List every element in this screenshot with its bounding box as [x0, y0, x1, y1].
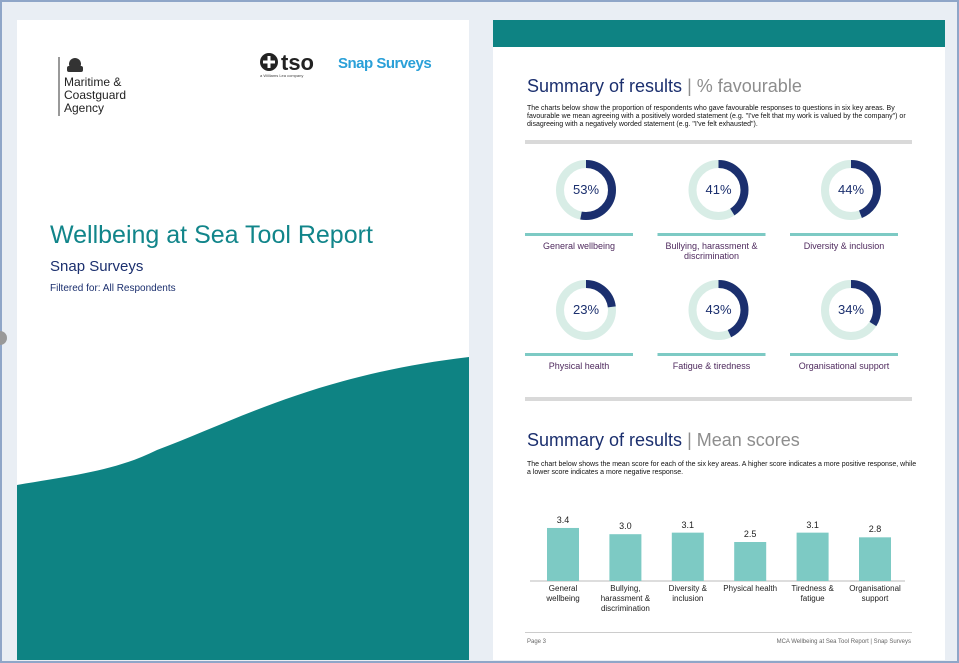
donut-arc	[821, 280, 881, 340]
bar-value: 3.4	[556, 514, 570, 525]
tso-logo: tso	[281, 50, 314, 75]
bar	[859, 537, 891, 581]
footer-rule	[525, 632, 912, 633]
bar	[609, 534, 642, 581]
section-heading: Summary of results | Mean scores	[527, 430, 800, 451]
bar-value: 3.0	[619, 521, 632, 532]
heading-separator: |	[687, 76, 692, 96]
snap-logo: Snap Surveys	[338, 55, 432, 72]
heading-text: Summary of results	[527, 430, 683, 450]
bar-value: 3.1	[806, 519, 819, 530]
bar	[671, 532, 704, 581]
section-text: The charts below show the proportion of …	[527, 105, 906, 128]
bar-value: 2.5	[743, 529, 757, 539]
bar-label: General wellbeing	[546, 584, 580, 603]
bar	[796, 532, 829, 581]
donut-arc	[556, 160, 616, 220]
donut-value: 41%	[705, 182, 732, 197]
footer-right: MCA Wellbeing at Sea Tool Report | Snap …	[776, 639, 911, 645]
heading-text: Summary of results	[527, 76, 683, 96]
footer-left: Page 3	[527, 639, 547, 645]
donut-underline	[525, 353, 633, 356]
cover-graphics	[17, 53, 469, 660]
donut-arc	[688, 280, 749, 340]
bar-label: Organisational support	[849, 584, 901, 603]
donut-value: 34%	[837, 302, 865, 317]
bar	[734, 542, 767, 581]
heading-sub: Mean scores	[696, 430, 800, 450]
donut-underline	[657, 233, 766, 236]
bar-value: 2.8	[868, 524, 882, 535]
section-heading: Summary of results | % favourable	[527, 76, 802, 97]
charts	[525, 160, 905, 582]
bar-label: Bullying, harassment & discrimination	[600, 584, 651, 613]
donut-label: Diversity & inclusion	[803, 241, 885, 251]
divider	[525, 397, 912, 401]
edge-tab	[0, 331, 7, 345]
donut-label: General wellbeing	[542, 241, 616, 251]
donut-value: 43%	[705, 302, 732, 317]
donut-value: 44%	[837, 182, 865, 197]
bar	[547, 527, 579, 581]
donut-underline	[790, 353, 898, 356]
bar-value: 3.1	[681, 519, 695, 530]
filter-note: Filtered for: All Respondents	[50, 283, 176, 294]
bar-label: Diversity & inclusion	[668, 584, 707, 603]
donut-underline	[525, 233, 633, 236]
donut-underline	[790, 233, 898, 236]
donut-arc	[688, 160, 749, 220]
donut-label: Bullying, harassment & discrimination	[665, 241, 758, 261]
divider	[525, 140, 912, 144]
heading-separator: |	[687, 430, 692, 450]
cover-page: Maritime & Coastguard Agency tso a Willi…	[17, 20, 469, 660]
bar-label: Physical health	[723, 584, 778, 593]
report-page: Summary of results | % favourable The ch…	[493, 20, 945, 660]
donut-label: Fatigue & tiredness	[672, 361, 751, 371]
header-band	[493, 20, 945, 47]
donut-arc	[821, 160, 881, 220]
tso-tagline: a Williams Lea company	[260, 73, 304, 78]
donut-label: Physical health	[548, 361, 610, 371]
donut-label: Organisational support	[798, 361, 890, 371]
report-subtitle: Snap Surveys	[50, 258, 144, 275]
bar-label: Tiredness & fatigue	[791, 584, 834, 603]
donut-arc	[556, 280, 616, 340]
donut-value: 23%	[572, 302, 600, 317]
donut-underline	[657, 353, 766, 356]
section-text: The chart below shows the mean score for…	[527, 461, 917, 476]
agency-name: Maritime & Coastguard Agency	[64, 75, 127, 115]
heading-sub: % favourable	[696, 76, 802, 96]
report-title: Wellbeing at Sea Tool Report	[50, 221, 373, 249]
donut-value: 53%	[572, 182, 600, 197]
